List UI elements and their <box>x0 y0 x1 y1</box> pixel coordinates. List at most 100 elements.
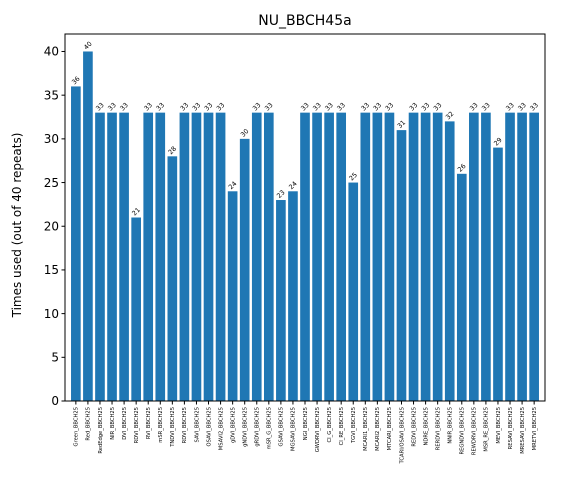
x-tick-label: CI_RE_BBCH25 <box>339 407 345 445</box>
bar <box>179 112 190 401</box>
bar <box>420 112 431 401</box>
x-tick-label: NNIR_BBCH25 <box>448 407 454 444</box>
bar <box>517 112 527 401</box>
bar <box>227 191 238 401</box>
x-tick-label: gNDVI_BBCH25 <box>243 407 249 447</box>
bar-value-label: 33 <box>372 101 384 113</box>
bar-value-label: 40 <box>82 40 94 52</box>
bar <box>131 217 141 401</box>
bar <box>529 112 539 401</box>
bar-value-label: 33 <box>142 101 154 113</box>
bar <box>493 147 503 401</box>
bar-value-label: 24 <box>227 180 239 192</box>
bar-value-label: 26 <box>456 162 468 174</box>
x-tick-label: mSR_BBCH25 <box>158 407 164 443</box>
plot-frame <box>64 33 546 402</box>
bar-value-label: 33 <box>420 101 432 113</box>
y-tick-label: 0 <box>51 394 59 408</box>
x-tick-label: Red_BBCH25 <box>86 407 92 441</box>
bar-value-label: 33 <box>323 101 335 113</box>
bar-value-label: 31 <box>396 119 408 131</box>
bar-value-label: 33 <box>360 101 372 113</box>
x-tick-label: CI_G_BBCH25 <box>327 407 333 443</box>
bar-value-label: 25 <box>347 171 359 183</box>
x-tick-label: OSAVI_BBCH25 <box>206 407 212 447</box>
bar <box>432 112 443 401</box>
x-tick-label: Green_BBCH25 <box>74 407 80 446</box>
y-tick-label: 20 <box>44 219 59 233</box>
bar-value-label: 33 <box>118 101 130 113</box>
bar-value-label: 33 <box>203 101 215 113</box>
x-tick-label: GSAVI_BBCH25 <box>279 407 285 446</box>
x-tick-label: NGI_BBCH25 <box>303 407 309 440</box>
y-tick-label: 10 <box>44 307 59 321</box>
bar <box>396 130 407 401</box>
bar-value-label: 33 <box>311 101 323 113</box>
y-tick-label: 30 <box>44 132 59 146</box>
x-tick-label: gRDVI_BBCH25 <box>255 407 261 447</box>
bar <box>288 191 298 401</box>
y-axis-label: Times used (out of 40 repeats) <box>10 133 24 319</box>
bar <box>203 112 214 401</box>
bar-value-label: 33 <box>480 101 492 113</box>
bar <box>251 112 262 401</box>
bar <box>95 112 105 401</box>
bar-value-label: 33 <box>106 101 118 113</box>
x-tick-label: NDRE_BBCH25 <box>423 407 429 446</box>
x-tick-label: MEVI_BBCH25 <box>496 407 502 444</box>
bar <box>348 182 359 401</box>
bar <box>263 112 274 401</box>
bar <box>83 51 93 401</box>
bar <box>71 86 81 402</box>
bar <box>469 112 479 401</box>
x-tick-label: RESAVI_BBCH25 <box>508 407 514 449</box>
bar <box>372 112 383 401</box>
bar <box>191 112 202 401</box>
x-tick-label: MGSAVI_BBCH25 <box>291 407 297 451</box>
x-tick-label: MCARI2_BBCH25 <box>375 407 381 451</box>
x-tick-label: MCARI1_BBCH25 <box>363 407 369 451</box>
x-tick-label: RDVI_BBCH25 <box>182 407 188 443</box>
bar-value-label: 33 <box>516 101 528 113</box>
bar <box>276 200 286 401</box>
x-tick-label: REGNDVI_BBCH25 <box>460 407 466 455</box>
x-tick-label: RERDVI_BBCH25 <box>435 407 441 450</box>
bar-value-label: 33 <box>528 101 540 113</box>
bar-value-label: 28 <box>167 145 179 157</box>
x-tick-label: SAVI_BBCH25 <box>194 407 200 442</box>
x-tick-label: GWDRVI_BBCH25 <box>315 407 321 452</box>
bars-group <box>71 51 539 402</box>
bar <box>167 156 178 401</box>
bar <box>336 112 347 401</box>
bar-value-label: 33 <box>504 101 516 113</box>
x-tick-label: RDVI_BBCH25 <box>134 407 140 443</box>
x-tick-label: MRETVI_BBCH25 <box>532 407 538 450</box>
bar-value-label: 29 <box>492 136 504 148</box>
x-tick-label: REDVI_BBCH25 <box>411 407 417 447</box>
y-tick-label: 25 <box>44 176 59 190</box>
x-tick-label: TCARI/OSAVI_BBCH25 <box>399 407 405 464</box>
x-tick-label: mSR_G_BBCH25 <box>267 407 273 449</box>
bar-value-label: 33 <box>432 101 444 113</box>
bar-value-label: 33 <box>215 101 227 113</box>
bar <box>107 112 117 401</box>
bar <box>324 112 334 401</box>
bar <box>119 112 129 401</box>
x-tick-label: TGVI_BBCH25 <box>351 407 357 444</box>
bar <box>360 112 371 401</box>
y-axis: 0 5 10 15 20 25 30 35 40 <box>44 45 65 408</box>
x-tick-label: DVI_BBCH25 <box>122 407 128 440</box>
bar <box>456 173 467 401</box>
x-tick-label: MSR_RE_BBCH25 <box>484 407 490 452</box>
x-tick-label: RVI_BBCH25 <box>146 407 152 439</box>
bar-value-label: 33 <box>384 101 396 113</box>
bar-value-label: 33 <box>408 101 420 113</box>
bar <box>312 112 322 401</box>
x-tick-label: MRESAVI_BBCH25 <box>520 407 526 454</box>
x-tick-label: REWDRVI_BBCH25 <box>472 407 478 455</box>
bar <box>408 112 419 401</box>
bar-value-label: 36 <box>70 75 82 87</box>
bar <box>239 138 250 402</box>
bar-value-label: 33 <box>179 101 191 113</box>
